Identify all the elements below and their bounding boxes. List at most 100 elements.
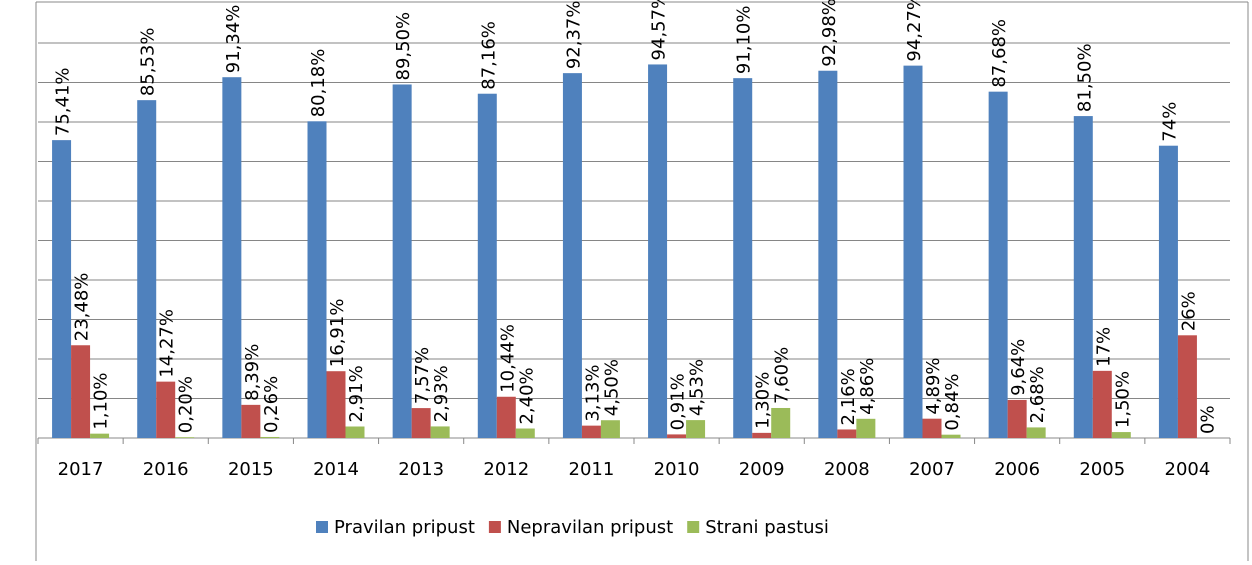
value-label: 8,39% (242, 344, 263, 401)
bar (1007, 399, 1027, 438)
x-tick-label: 2004 (1165, 459, 1211, 480)
bar (1026, 427, 1046, 438)
bar (222, 77, 242, 438)
value-label: 1,50% (1112, 371, 1133, 428)
bar (496, 396, 516, 438)
value-label: 89,50% (393, 12, 414, 81)
bar (1111, 432, 1131, 438)
bar (175, 437, 195, 438)
bar (515, 428, 535, 438)
x-tick-label: 2016 (143, 459, 189, 480)
value-label: 9,64% (1008, 339, 1029, 396)
value-label: 4,50% (601, 359, 622, 416)
value-label: 23,48% (72, 273, 93, 342)
x-tick-label: 2017 (58, 459, 104, 480)
bar (1177, 335, 1197, 438)
bar (52, 140, 72, 438)
value-label: 1,30% (753, 372, 774, 429)
bar (856, 418, 876, 438)
value-label: 92,37% (563, 0, 584, 69)
bar (1158, 145, 1178, 438)
value-label: 2,93% (431, 365, 452, 422)
x-tick-label: 2008 (824, 459, 870, 480)
legend-swatch (687, 521, 700, 533)
value-label: 0,84% (942, 373, 963, 430)
value-label: 0,20% (176, 376, 197, 433)
bar (477, 93, 497, 438)
bar (1073, 116, 1093, 438)
legend-swatch (488, 521, 501, 533)
value-label: 91,34% (223, 5, 244, 74)
x-tick-label: 2013 (398, 459, 444, 480)
bar (837, 429, 857, 438)
bar (771, 407, 791, 438)
bar (752, 432, 772, 438)
bar (345, 426, 365, 438)
bar (988, 91, 1008, 438)
bar (941, 434, 961, 438)
bar (733, 78, 753, 438)
legend-label: Nepravilan pripust (507, 517, 673, 538)
bar (922, 418, 942, 438)
value-label: 4,86% (857, 358, 878, 415)
bar (326, 371, 346, 438)
value-label: 85,53% (138, 28, 159, 97)
value-label: 0,91% (668, 373, 689, 430)
value-label: 0% (1197, 405, 1218, 434)
bar (430, 426, 450, 438)
value-label: 26% (1178, 291, 1199, 331)
bar (581, 425, 601, 438)
value-label: 81,50% (1074, 43, 1095, 112)
bar (90, 433, 110, 438)
x-tick-label: 2010 (654, 459, 700, 480)
value-label: 75,41% (53, 67, 74, 136)
value-label: 17% (1093, 327, 1114, 367)
value-label: 80,18% (308, 49, 329, 118)
bar (600, 420, 620, 438)
bar (156, 381, 176, 438)
value-label: 2,91% (346, 365, 367, 422)
bar (137, 100, 157, 439)
bar (1092, 370, 1112, 438)
bar (903, 65, 923, 439)
bar (686, 420, 706, 438)
x-tick-label: 2012 (483, 459, 529, 480)
legend-swatch (316, 521, 328, 533)
x-tick-label: 2006 (994, 459, 1040, 480)
value-label: 3,13% (582, 364, 603, 421)
x-tick-label: 2007 (909, 459, 955, 480)
value-label: 7,57% (412, 347, 433, 404)
value-label: 1,10% (91, 372, 112, 429)
value-label: 7,60% (772, 347, 793, 404)
value-label: 4,53% (687, 359, 708, 416)
value-label: 16,91% (327, 299, 348, 368)
bar (260, 436, 280, 438)
value-label: 14,27% (157, 309, 178, 378)
value-label: 0,26% (261, 376, 282, 433)
value-label: 2,16% (838, 368, 859, 425)
value-label: 10,44% (497, 324, 518, 393)
legend-label: Strani pastusi (705, 517, 829, 538)
value-label: 87,16% (478, 21, 499, 90)
bar (411, 408, 431, 438)
value-label: 2,68% (1027, 366, 1048, 423)
bar (648, 64, 668, 439)
bar (307, 121, 327, 438)
value-label: 92,98% (819, 0, 840, 67)
bar (818, 70, 838, 438)
x-tick-label: 2014 (313, 459, 359, 480)
bar (241, 404, 261, 438)
x-tick-label: 2015 (228, 459, 274, 480)
x-tick-label: 2009 (739, 459, 785, 480)
bar (392, 84, 412, 438)
value-label: 74% (1159, 102, 1180, 142)
value-label: 4,89% (923, 357, 944, 414)
legend-label: Pravilan pripust (334, 517, 475, 538)
bar (667, 434, 687, 438)
value-label: 94,57% (649, 0, 670, 60)
value-label: 91,10% (734, 6, 755, 75)
value-label: 87,68% (989, 19, 1010, 88)
value-label: 94,27% (904, 0, 925, 62)
value-label: 2,40% (516, 367, 537, 424)
